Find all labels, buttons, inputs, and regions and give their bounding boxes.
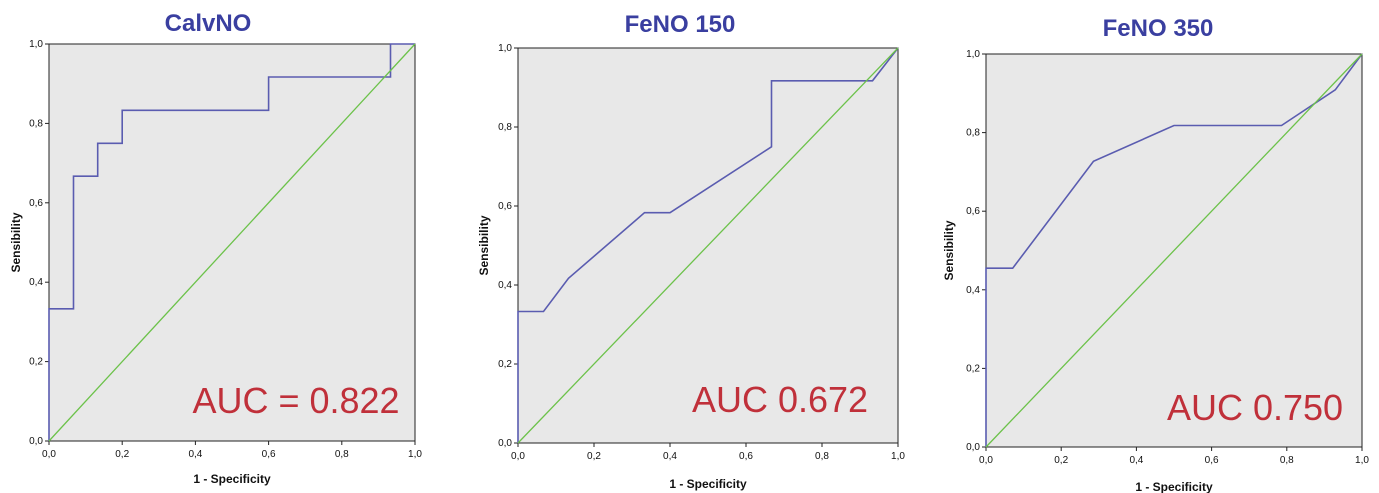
roc-curve [48, 43, 415, 441]
y-tick-label: 0,8 [29, 118, 43, 129]
auc-annotation: AUC 0.672 [692, 379, 868, 420]
y-tick-label: 0,4 [29, 277, 43, 288]
roc-panel-3: FeNO 350 0,0 0,2 0,4 0,6 0,8 1,0 0,0 0,2 0,4 0,6 0,… [942, 15, 1369, 493]
x-axis-label: 1 - Specificity [1135, 480, 1213, 493]
x-tick-label: 0,6 [262, 449, 276, 460]
y-tick-label: 0,0 [498, 438, 512, 449]
y-tick-label: 0,0 [29, 436, 43, 447]
x-tick-label: 0,6 [739, 451, 753, 462]
x-tick-label: 0,0 [979, 455, 993, 466]
x-axis-label: 1 - Specificity [193, 472, 271, 486]
roc-panel-2: FeNO 150 0,0 0,2 0,4 0,6 0,8 1,0 0,0 0,2 0,4 0,6 0,… [477, 11, 905, 491]
x-tick-label: 0,4 [188, 449, 202, 460]
x-tick-label: 0,2 [115, 449, 129, 460]
y-axis-label: Sensibility [477, 215, 491, 275]
reference-line [985, 53, 1363, 448]
roc-panel-1: CalvNO 0,0 0,2 0,4 0,6 0,8 1,0 0,0 0,2 0,4 0,6 0,8 1… [9, 10, 422, 486]
chart-title: CalvNO [165, 10, 252, 37]
x-tick-label: 0,8 [1280, 455, 1294, 466]
y-tick-label: 0,8 [498, 122, 512, 133]
y-tick-label: 0,4 [498, 280, 512, 291]
x-tick-label: 0,0 [42, 449, 56, 460]
x-tick-label: 0,4 [1129, 455, 1143, 466]
x-tick-label: 1,0 [891, 451, 905, 462]
y-tick-label: 1,0 [966, 49, 980, 60]
x-tick-label: 0,6 [1205, 455, 1219, 466]
reference-line [517, 47, 899, 444]
x-tick-label: 0,2 [587, 451, 601, 462]
y-tick-label: 0,2 [966, 363, 980, 374]
y-tick-label: 0,6 [29, 198, 43, 209]
auc-annotation: AUC = 0.822 [192, 380, 399, 421]
auc-annotation: AUC 0.750 [1167, 387, 1343, 428]
reference-line [48, 43, 416, 442]
x-axis-label: 1 - Specificity [669, 477, 747, 491]
x-tick-label: 0,2 [1054, 455, 1068, 466]
y-tick-label: 0,6 [966, 206, 980, 217]
x-tick-label: 1,0 [408, 449, 422, 460]
x-tick-label: 0,8 [815, 451, 829, 462]
y-tick-label: 1,0 [498, 43, 512, 54]
x-tick-label: 0,8 [335, 449, 349, 460]
y-tick-label: 0,6 [498, 201, 512, 212]
chart-title: FeNO 150 [625, 11, 736, 38]
y-tick-label: 0,4 [966, 285, 980, 296]
chart-title: FeNO 350 [1103, 15, 1214, 42]
y-tick-label: 0,8 [966, 128, 980, 139]
y-axis-label: Sensibility [9, 212, 23, 272]
y-axis-label: Sensibility [942, 220, 956, 280]
x-tick-label: 1,0 [1355, 455, 1369, 466]
x-tick-label: 0,4 [663, 451, 677, 462]
y-tick-label: 0,2 [498, 359, 512, 370]
y-tick-label: 0,0 [966, 442, 980, 453]
y-tick-label: 0,2 [29, 357, 43, 368]
roc-curve [517, 47, 899, 443]
x-tick-label: 0,0 [511, 451, 525, 462]
roc-curve [985, 53, 1363, 447]
y-tick-label: 1,0 [29, 39, 43, 50]
